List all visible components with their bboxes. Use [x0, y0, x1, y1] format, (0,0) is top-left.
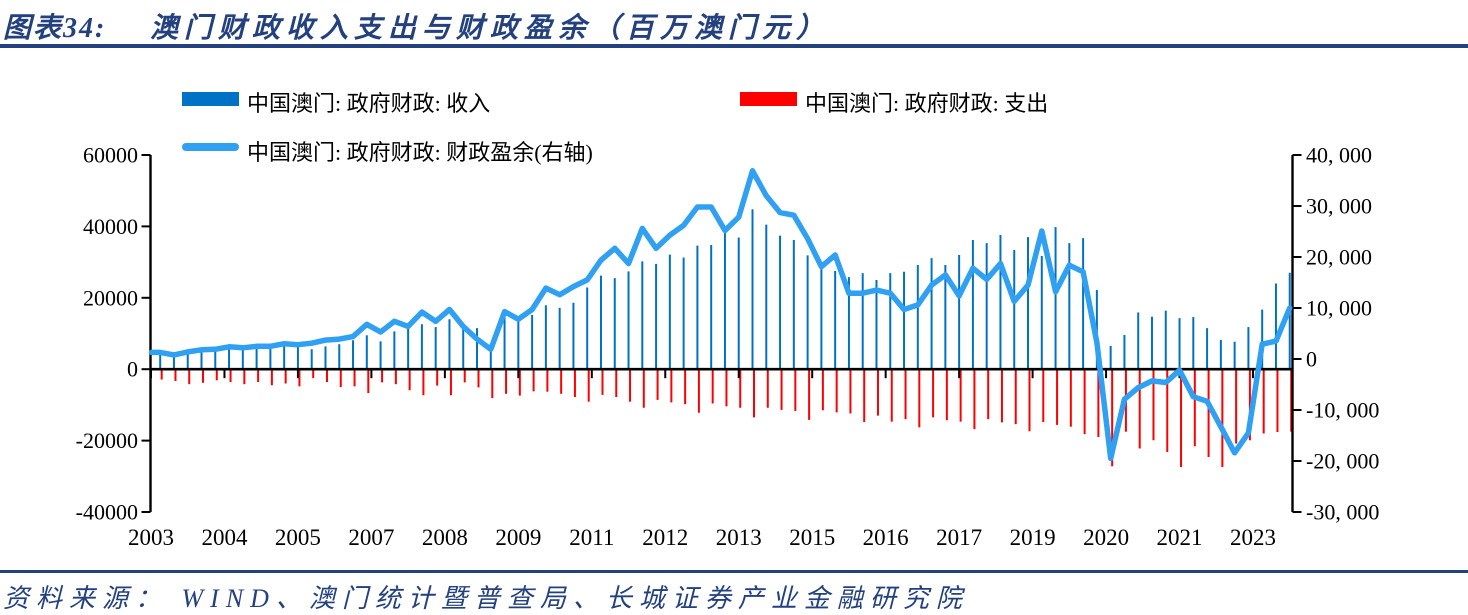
- svg-text:-40000: -40000: [76, 500, 138, 525]
- revenue-bars: [159, 209, 1291, 370]
- figure-number: 图表34:: [3, 13, 107, 44]
- svg-text:2007: 2007: [348, 525, 394, 550]
- svg-text:-30, 000: -30, 000: [1306, 500, 1379, 525]
- expenditure-bars: [160, 369, 1293, 468]
- surplus-line: [148, 168, 1293, 462]
- svg-text:2008: 2008: [422, 525, 468, 550]
- legend-label-revenue: 中国澳门: 政府财政: 收入: [247, 91, 491, 116]
- legend-swatch-expenditure: [740, 92, 797, 106]
- svg-text:-20, 000: -20, 000: [1306, 449, 1379, 474]
- svg-text:20, 000: 20, 000: [1306, 245, 1372, 270]
- svg-text:2015: 2015: [789, 525, 835, 550]
- svg-text:20000: 20000: [83, 285, 138, 310]
- axes: [149, 155, 1294, 512]
- svg-text:40000: 40000: [83, 214, 138, 239]
- svg-text:2004: 2004: [201, 525, 248, 550]
- svg-text:2005: 2005: [275, 525, 321, 550]
- legend-label-expenditure: 中国澳门: 政府财政: 支出: [805, 91, 1049, 116]
- source-text: 资料来源： WIND、澳门统计暨普查局、长城证券产业金融研究院: [3, 584, 969, 613]
- left-axis-labels: 60000 40000 20000 0 -20000 -40000: [76, 143, 151, 525]
- svg-text:2003: 2003: [128, 525, 174, 550]
- svg-text:2011: 2011: [569, 525, 614, 550]
- legend-label-surplus: 中国澳门: 政府财政: 财政盈余(右轴): [247, 140, 593, 165]
- svg-text:2020: 2020: [1083, 525, 1129, 550]
- svg-text:40, 000: 40, 000: [1306, 143, 1372, 168]
- title-divider: [0, 44, 1468, 48]
- svg-text:2012: 2012: [642, 525, 688, 550]
- legend-swatch-surplus-line: [182, 143, 239, 151]
- svg-text:0: 0: [127, 357, 138, 382]
- svg-text:2021: 2021: [1157, 525, 1203, 550]
- svg-text:2019: 2019: [1010, 525, 1056, 550]
- footer-divider: [0, 570, 1468, 573]
- svg-text:10, 000: 10, 000: [1306, 296, 1372, 321]
- svg-text:-10, 000: -10, 000: [1306, 398, 1379, 423]
- svg-text:2009: 2009: [495, 525, 541, 550]
- svg-text:2023: 2023: [1230, 525, 1276, 550]
- svg-text:60000: 60000: [83, 143, 138, 168]
- x-axis-labels: 2003 2004 2005 2007 2008 2009 2011 2012 2013 2015…: [128, 369, 1276, 550]
- svg-text:0: 0: [1306, 347, 1317, 372]
- svg-text:2013: 2013: [716, 525, 762, 550]
- svg-text:-20000: -20000: [76, 428, 138, 453]
- legend-swatch-revenue: [182, 92, 239, 106]
- page-title: 澳门财政收入支出与财政盈余（百万澳门元）: [150, 13, 831, 44]
- svg-text:2017: 2017: [936, 525, 982, 550]
- svg-text:30, 000: 30, 000: [1306, 194, 1372, 219]
- right-axis-labels: 40, 000 30, 000 20, 000 10, 000 0 -10, 000 -20…: [1292, 143, 1379, 525]
- svg-text:2016: 2016: [863, 525, 909, 550]
